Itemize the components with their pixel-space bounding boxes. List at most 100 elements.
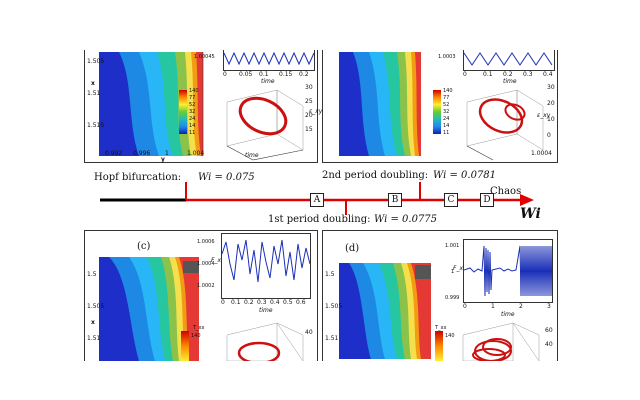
panel-d-ts-xtick-2: 2 [519,303,523,310]
panel-d-ts-ytick-2: 0.999 [445,295,460,301]
marker-c: C [444,193,458,207]
panel-c-ts-xlabel: time [259,307,273,314]
panel-d-ztick-0: 60 [545,327,553,334]
marker-d: D [480,193,494,207]
hopf-value: Wi = 0.075 [198,172,255,183]
panel-b-side-label: 1.0004 [531,150,552,157]
panel-c-ts-xtick-0: 0 [221,299,225,306]
panel-a-legend-4: 24 [189,116,196,122]
panel-c-ytick-2: 1.51 [87,335,101,342]
panel-a-timeseries: 1.00045 [194,50,315,71]
panel-c-ytick-1: 1.505 [87,303,105,310]
panel-c-ts-line [222,239,310,283]
panel-c-ts-ytick-1: 1.0004 [197,261,215,267]
timeline-axis-label: Wi [520,206,541,222]
panel-b-legend-4: 24 [443,116,450,122]
panel-d-ts-xtick-3: 3 [547,303,551,310]
panel-a-legend [179,90,187,134]
panel-a-ts-xlabel: time [261,78,275,85]
panel-b-contour [339,52,429,156]
panel-a-xtick-0: 0.992 [105,150,123,157]
panel-a-ytick-2: 1.515 [87,122,105,129]
panel-a-xtick-1: 0.996 [133,150,151,157]
panel-d-ytick-0: 1.5 [325,271,335,278]
panel-a-ts-tick-2: 0.1 [259,71,269,78]
panel-a-tlabel: time [245,152,259,159]
panel-b-legend-2: 52 [443,102,450,108]
panel-b-orbit-3d [466,89,544,161]
panel-c-ts-xtick-4: 0.4 [270,299,280,306]
panel-c-timeseries [221,233,311,299]
panel-b-ts-tick-1: 0.1 [483,71,493,78]
pd1-label: 1st period doubling: [268,214,371,225]
panel-c-ts-xtick-5: 0.5 [283,299,293,306]
panel-c-ts-xtick-1: 0.1 [231,299,241,306]
panel-b-ztick-2: 10 [547,116,555,123]
panel-b-zlabel: ε_xy [537,112,551,119]
panel-b-legend [433,90,441,134]
panel-a-ts-tick-1: 0.05 [239,71,253,78]
pd2-value: Wi = 0.0781 [433,170,497,181]
chaos-label: Chaos [490,186,522,197]
panel-a-legend-0: 140 [189,88,199,94]
panel-c-contour [99,257,199,361]
panel-a-ts-value: 1.00045 [194,54,215,60]
panel-b-ts-tick-0: 0 [463,71,467,78]
panel-a-legend-6: 11 [189,130,196,136]
panel-b-legend-3: 32 [443,109,450,115]
panel-a-ytick-0: 1.505 [87,58,105,65]
panel-b-legend-6: 11 [443,130,450,136]
pd1-value: Wi = 0.0775 [374,214,438,225]
panel-d-orbit-3d [462,322,540,361]
panel-d-label: (d) [345,243,360,254]
panel-c-legend [181,331,189,361]
panel-b-ztick-3: 0 [547,132,551,139]
panel-c-label: (c) [137,241,151,252]
panel-c-legend-title: T_xx [193,325,205,331]
panel-d-ts-ytick-0: 1.001 [445,243,460,249]
panel-c-ts-ylabel: F_x [211,257,222,264]
panel-d-ts-ylabel: F_x [453,265,464,272]
panel-c-orbit-3d [226,322,304,361]
panel-c-ts-xtick-2: 0.2 [244,299,254,306]
panel-b-ztick-1: 20 [547,100,555,107]
panel-c-ytick-0: 1.5 [87,271,97,278]
panel-a-ts-tick-3: 0.15 [279,71,293,78]
hopf-label: Hopf bifurcation: [94,172,182,183]
panel-b-ts-value: 1.0003 [438,54,456,60]
panel-d-ztick-1: 40 [545,341,553,348]
panel-b-ts-xlabel: time [503,78,517,85]
panel-b: 1.0003 0 0.1 0.2 0.3 0.4 time 140 77 52 … [322,50,558,163]
panel-a-legend-2: 52 [189,102,196,108]
panel-b-legend-0: 140 [443,88,453,94]
panel-b-legend-5: 14 [443,123,450,129]
panel-a-ylabel: x [91,80,95,87]
panel-a-ztick-3: 15 [305,126,313,133]
panel-b-ztick-0: 30 [547,84,555,91]
panel-a-xlabel: y [161,156,165,163]
panel-c-ts-xtick-6: 0.6 [296,299,306,306]
panel-d-legend [435,331,443,361]
panel-c-ztick-0: 40 [305,329,313,336]
panel-c: (c) 1.5 1.505 1.51 x F_x 1.0006 1.0004 1… [84,230,318,361]
panel-a-ts-tick-0: 0 [223,71,227,78]
panel-a-ztick-1: 25 [305,98,313,105]
panel-b-ts-tick-4: 0.4 [543,71,553,78]
panel-a-ztick-2: 20 [305,112,313,119]
panel-a-ztick-0: 30 [305,84,313,91]
panel-a-legend-5: 14 [189,123,196,129]
panel-a-legend-1: 77 [189,95,196,101]
panel-d-ts-xlabel: time [501,311,515,318]
panel-b-timeseries: 1.0003 [438,50,555,71]
bifurcation-timeline [100,182,534,215]
panel-c-ts-xtick-3: 0.3 [257,299,267,306]
panel-a-xtick-2: 1 [165,150,169,157]
panel-d-ts-xtick-0: 0 [463,303,467,310]
panel-d-ytick-1: 1.505 [325,303,343,310]
panel-a-zlabel: ε_xy [309,108,323,115]
panel-d-legend-title: T_xx [435,325,447,331]
panel-c-ts-ytick-2: 1.0002 [197,283,215,289]
panel-a-legend-3: 32 [189,109,196,115]
panel-a-xtick-3: 1.004 [187,150,205,157]
panel-d: (d) 1.5 1.505 1.51 F_x 1.001 1 0.999 0 1… [322,230,558,361]
